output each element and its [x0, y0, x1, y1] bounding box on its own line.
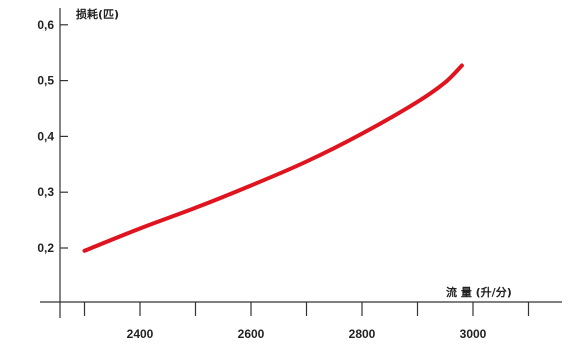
x-tick-label: 3000: [460, 327, 487, 341]
x-tick-label: 2600: [238, 327, 265, 341]
series-line: [82, 63, 464, 253]
x-axis-title: 流 量 (升/分): [446, 285, 512, 299]
y-tick-label: 0,4: [37, 129, 54, 143]
y-axis-ticks: 0,2 0,3 0,4 0,5 0,6: [37, 18, 68, 255]
y-tick-label: 0,5: [37, 74, 54, 88]
x-axis-ticks: 2400 2600 2800 3000: [83, 302, 530, 341]
x-tick-label: 2800: [349, 327, 376, 341]
x-tick-label: 2400: [127, 327, 154, 341]
y-tick-label: 0,3: [37, 185, 54, 199]
data-series: [82, 63, 464, 253]
y-axis-title: 损耗(匹): [76, 7, 119, 21]
y-tick-label: 0,6: [37, 18, 54, 32]
y-tick-label: 0,2: [37, 241, 54, 255]
